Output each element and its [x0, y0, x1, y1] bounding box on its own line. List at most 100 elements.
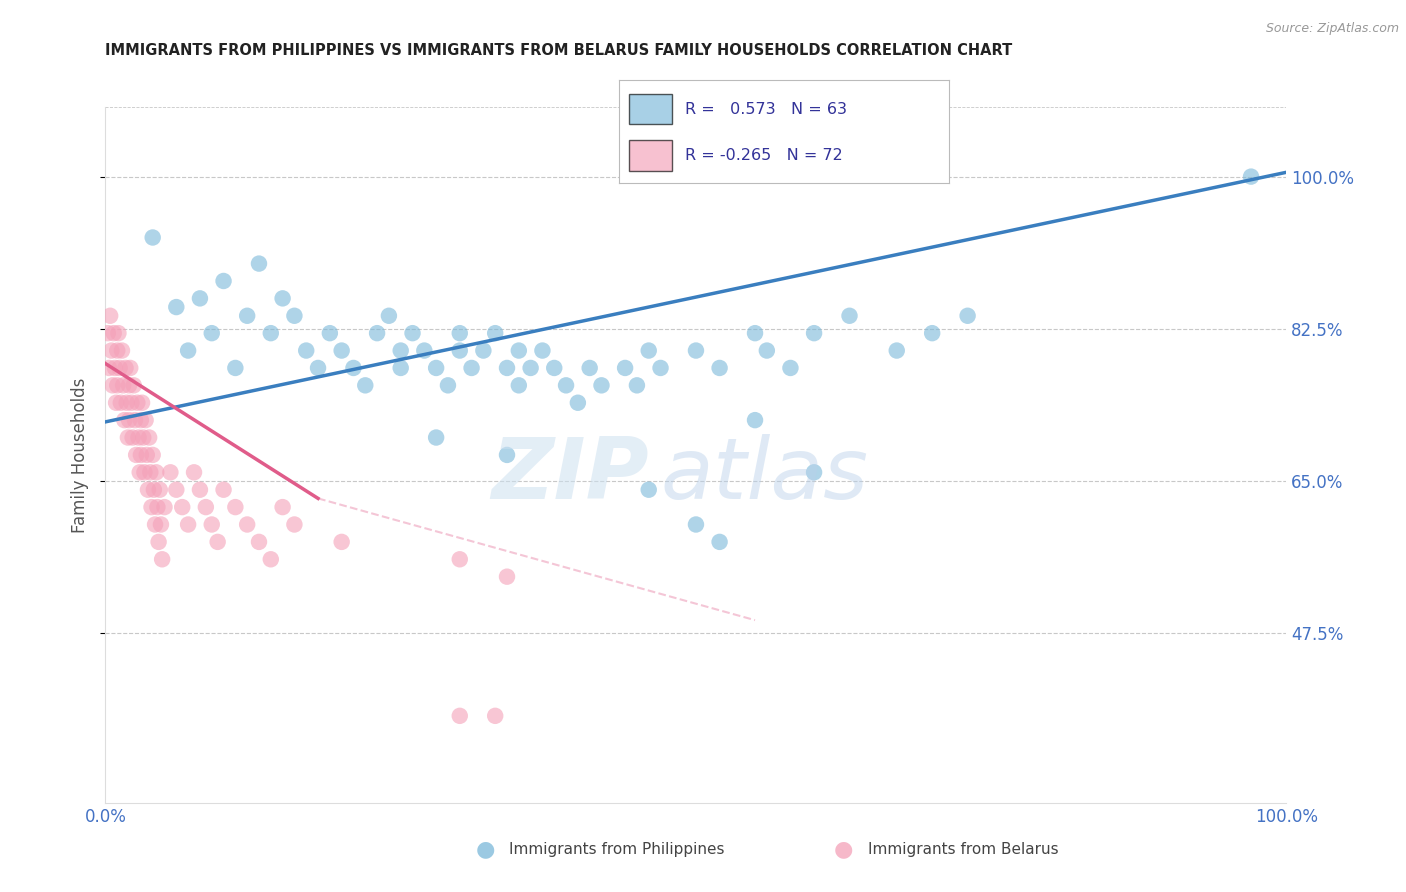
Point	[496, 448, 519, 462]
Point	[354, 378, 377, 392]
Point	[101, 378, 124, 392]
Point	[103, 326, 125, 341]
Point	[508, 378, 530, 392]
Point	[128, 431, 150, 445]
Point	[135, 448, 157, 462]
Point	[886, 343, 908, 358]
Point	[120, 396, 142, 410]
Point	[744, 326, 766, 341]
Point	[307, 360, 329, 375]
Text: ●: ●	[834, 839, 853, 859]
Point	[449, 343, 471, 358]
Point	[519, 360, 541, 375]
Point	[236, 517, 259, 532]
Point	[183, 466, 205, 480]
Point	[172, 500, 194, 514]
Point	[319, 326, 342, 341]
Point	[779, 360, 801, 375]
Point	[591, 378, 613, 392]
Text: Immigrants from Philippines: Immigrants from Philippines	[509, 842, 724, 856]
Point	[260, 552, 283, 566]
Point	[111, 343, 134, 358]
Text: ZIP: ZIP	[491, 434, 648, 517]
Point	[141, 500, 163, 514]
Point	[637, 483, 659, 497]
Point	[543, 360, 565, 375]
Point	[401, 326, 423, 341]
Point	[283, 517, 305, 532]
Point	[138, 431, 160, 445]
Point	[105, 396, 128, 410]
Point	[159, 466, 181, 480]
Point	[136, 483, 159, 497]
Point	[449, 552, 471, 566]
Point	[449, 326, 471, 341]
Point	[188, 291, 211, 305]
Point	[165, 483, 187, 497]
Point	[425, 360, 447, 375]
Point	[342, 360, 364, 375]
Point	[142, 230, 165, 244]
Point	[110, 396, 132, 410]
Point	[449, 708, 471, 723]
Point	[330, 343, 353, 358]
Point	[1240, 169, 1263, 184]
Point	[117, 431, 139, 445]
Point	[100, 343, 122, 358]
Point	[145, 466, 167, 480]
Point	[107, 326, 129, 341]
Point	[260, 326, 283, 341]
Point	[207, 535, 229, 549]
FancyBboxPatch shape	[628, 140, 672, 170]
Point	[271, 291, 294, 305]
Point	[120, 360, 142, 375]
Text: ●: ●	[475, 839, 495, 859]
Point	[650, 360, 672, 375]
Point	[118, 413, 141, 427]
Point	[127, 396, 149, 410]
Point	[201, 326, 224, 341]
FancyBboxPatch shape	[628, 94, 672, 124]
Point	[131, 396, 153, 410]
Point	[578, 360, 600, 375]
Point	[134, 466, 156, 480]
Y-axis label: Family Households: Family Households	[70, 377, 89, 533]
Point	[98, 360, 121, 375]
Point	[139, 466, 162, 480]
Text: Source: ZipAtlas.com: Source: ZipAtlas.com	[1265, 22, 1399, 36]
Point	[148, 535, 170, 549]
Point	[460, 360, 482, 375]
Point	[142, 448, 165, 462]
Point	[366, 326, 388, 341]
Point	[194, 500, 217, 514]
Point	[124, 413, 146, 427]
Point	[150, 552, 173, 566]
Point	[378, 309, 401, 323]
Text: R = -0.265   N = 72: R = -0.265 N = 72	[685, 148, 842, 162]
Point	[149, 517, 172, 532]
Point	[484, 326, 506, 341]
Point	[105, 343, 128, 358]
Point	[389, 343, 412, 358]
Point	[803, 326, 825, 341]
Point	[838, 309, 860, 323]
Point	[212, 483, 235, 497]
Point	[271, 500, 294, 514]
Point	[472, 343, 495, 358]
Point	[484, 708, 506, 723]
Point	[142, 483, 165, 497]
Point	[508, 343, 530, 358]
Point	[921, 326, 943, 341]
Point	[236, 309, 259, 323]
Point	[247, 257, 270, 271]
Point	[709, 535, 731, 549]
Point	[224, 360, 246, 375]
Point	[165, 300, 187, 314]
Point	[121, 431, 143, 445]
Point	[112, 413, 135, 427]
Point	[108, 360, 131, 375]
Point	[413, 343, 436, 358]
Point	[146, 500, 169, 514]
Point	[637, 343, 659, 358]
Point	[389, 360, 412, 375]
